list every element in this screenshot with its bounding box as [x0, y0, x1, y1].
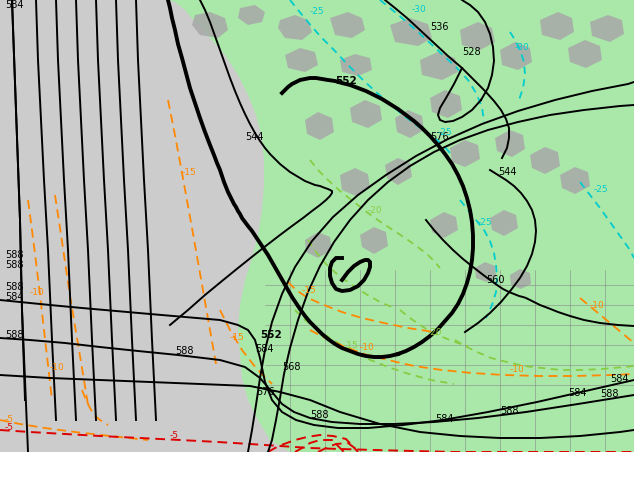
Text: -10: -10 — [590, 301, 605, 310]
Text: -15: -15 — [302, 286, 317, 295]
Text: 552: 552 — [335, 76, 357, 86]
Polygon shape — [530, 147, 560, 174]
Text: -25: -25 — [594, 185, 609, 194]
Polygon shape — [350, 100, 382, 128]
Text: Fr 24-05-2024 12:00 UTC (06+06): Fr 24-05-2024 12:00 UTC (06+06) — [358, 462, 571, 474]
Text: 560: 560 — [486, 275, 505, 285]
Text: 536: 536 — [430, 22, 448, 32]
Text: 588: 588 — [175, 346, 193, 356]
Text: -5: -5 — [5, 423, 14, 432]
Text: 588: 588 — [500, 406, 519, 416]
Polygon shape — [285, 48, 318, 72]
Polygon shape — [305, 232, 332, 258]
Text: 588: 588 — [600, 389, 619, 399]
Text: 584: 584 — [255, 344, 273, 354]
Text: 576: 576 — [256, 387, 275, 397]
Polygon shape — [340, 168, 370, 196]
Text: -10: -10 — [30, 288, 45, 297]
Text: -5: -5 — [170, 431, 179, 440]
Text: 584: 584 — [5, 0, 23, 10]
Polygon shape — [430, 212, 458, 238]
Text: 588: 588 — [5, 260, 23, 270]
Text: Height/Temp. 500 hPa [gdmp][°C] ECMWF: Height/Temp. 500 hPa [gdmp][°C] ECMWF — [4, 462, 268, 474]
Text: 584: 584 — [568, 388, 586, 398]
Text: 584: 584 — [610, 374, 628, 384]
Polygon shape — [238, 5, 265, 25]
Text: 544: 544 — [245, 132, 264, 142]
Text: 544: 544 — [498, 167, 517, 177]
Polygon shape — [305, 112, 334, 140]
Polygon shape — [420, 52, 458, 80]
Polygon shape — [278, 15, 312, 40]
Polygon shape — [475, 262, 496, 282]
Text: 552: 552 — [260, 330, 281, 340]
Text: -10: -10 — [360, 343, 375, 352]
Text: -25: -25 — [438, 128, 453, 137]
Polygon shape — [560, 167, 590, 194]
Text: -10: -10 — [510, 365, 525, 374]
Polygon shape — [460, 22, 495, 50]
Polygon shape — [390, 18, 432, 46]
Text: 588: 588 — [5, 330, 23, 340]
Text: 576: 576 — [430, 132, 449, 142]
Polygon shape — [540, 12, 574, 40]
Text: -25: -25 — [478, 218, 493, 227]
Polygon shape — [192, 12, 228, 38]
Polygon shape — [385, 158, 412, 185]
Polygon shape — [450, 140, 480, 167]
Text: -10: -10 — [50, 363, 65, 372]
Text: -20: -20 — [368, 206, 383, 215]
Text: 528: 528 — [462, 47, 481, 57]
Polygon shape — [430, 90, 462, 118]
Polygon shape — [395, 110, 424, 138]
Text: -20: -20 — [428, 328, 443, 337]
Text: © weatheronline.co.uk: © weatheronline.co.uk — [430, 477, 558, 487]
Text: -15: -15 — [344, 341, 359, 350]
Text: -30: -30 — [515, 43, 530, 52]
Text: 568: 568 — [282, 362, 301, 372]
Text: -5: -5 — [5, 415, 14, 424]
Polygon shape — [590, 15, 624, 42]
Text: 588: 588 — [310, 410, 328, 420]
Polygon shape — [495, 130, 525, 157]
Polygon shape — [330, 12, 365, 38]
Text: -30: -30 — [412, 5, 427, 14]
Polygon shape — [168, 0, 634, 452]
Text: -15: -15 — [182, 168, 197, 177]
Text: 584: 584 — [435, 414, 453, 424]
Polygon shape — [490, 210, 518, 236]
Text: 588: 588 — [5, 250, 23, 260]
Polygon shape — [500, 42, 532, 70]
Text: -25: -25 — [310, 7, 325, 16]
Text: 588: 588 — [5, 282, 23, 292]
Polygon shape — [568, 40, 602, 68]
Polygon shape — [510, 269, 531, 289]
Text: 584: 584 — [5, 292, 23, 302]
Polygon shape — [360, 227, 388, 254]
Polygon shape — [340, 54, 372, 76]
Text: -15: -15 — [230, 333, 245, 342]
